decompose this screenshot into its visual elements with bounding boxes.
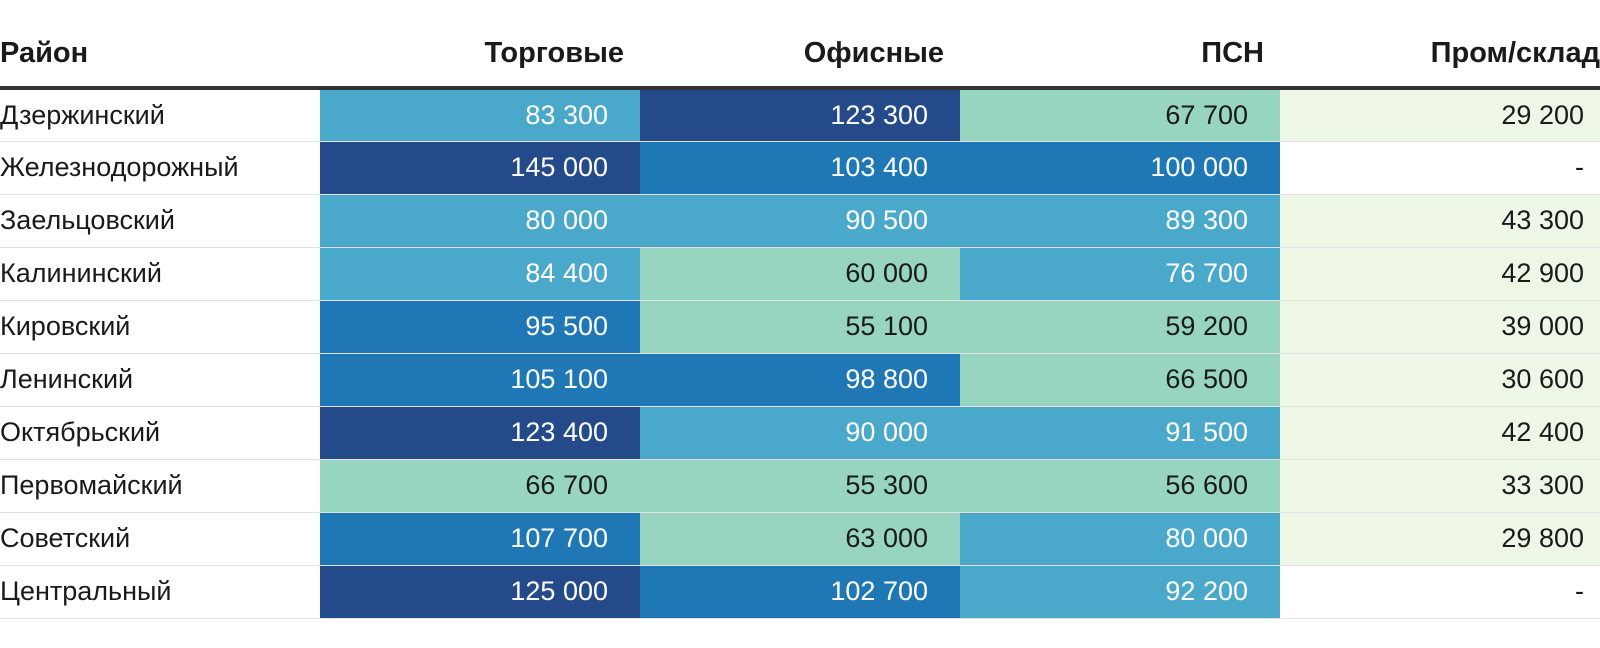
heat-cell: 29 800 <box>1280 512 1600 566</box>
heat-cell: 80 000 <box>960 512 1280 566</box>
heat-cell: 39 000 <box>1280 300 1600 354</box>
row-label: Дзержинский <box>0 88 320 142</box>
heat-cell: 95 500 <box>320 300 640 354</box>
heat-cell: 98 800 <box>640 353 960 407</box>
table-row: Заельцовский 80 000 90 500 89 300 43 300 <box>0 194 1600 248</box>
table-row: Калининский 84 400 60 000 76 700 42 900 <box>0 247 1600 301</box>
heat-cell: 30 600 <box>1280 353 1600 407</box>
heat-cell: 92 200 <box>960 565 1280 619</box>
row-label: Советский <box>0 512 320 566</box>
heat-cell: 107 700 <box>320 512 640 566</box>
table-row: Первомайский 66 700 55 300 56 600 33 300 <box>0 459 1600 513</box>
heat-cell: 90 000 <box>640 406 960 460</box>
heat-cell: 91 500 <box>960 406 1280 460</box>
heat-cell: 67 700 <box>960 88 1280 142</box>
heat-cell: 123 400 <box>320 406 640 460</box>
heat-cell: 33 300 <box>1280 459 1600 513</box>
heat-cell: 63 000 <box>640 512 960 566</box>
heat-cell: 100 000 <box>960 141 1280 195</box>
column-header-psn: ПСН <box>960 20 1280 90</box>
table-row: Центральный 125 000 102 700 92 200- <box>0 565 1600 619</box>
heat-cell: 123 300 <box>640 88 960 142</box>
heat-cell: 43 300 <box>1280 194 1600 248</box>
heat-cell: 90 500 <box>640 194 960 248</box>
table-row: Советский 107 700 63 000 80 000 29 800 <box>0 512 1600 566</box>
heat-cell: 59 200 <box>960 300 1280 354</box>
heat-cell: 56 600 <box>960 459 1280 513</box>
row-label: Кировский <box>0 300 320 354</box>
row-label: Ленинский <box>0 353 320 407</box>
table-row: Дзержинский 83 300 123 300 67 700 29 200 <box>0 88 1600 142</box>
table-row: Ленинский 105 100 98 800 66 500 30 600 <box>0 353 1600 407</box>
heat-cell: 83 300 <box>320 88 640 142</box>
row-label: Октябрьский <box>0 406 320 460</box>
heat-cell: 80 000 <box>320 194 640 248</box>
heat-cell: 76 700 <box>960 247 1280 301</box>
column-header-retail: Торговые <box>320 20 640 90</box>
heat-cell: 102 700 <box>640 565 960 619</box>
row-label: Калининский <box>0 247 320 301</box>
heat-cell: 105 100 <box>320 353 640 407</box>
table-row: Кировский 95 500 55 100 59 200 39 000 <box>0 300 1600 354</box>
heat-cell: 125 000 <box>320 565 640 619</box>
header-row: Район Торговые Офисные ПСН Пром/склад <box>0 20 1600 90</box>
column-header-industrial: Пром/склад <box>1280 20 1600 90</box>
heat-cell: 42 400 <box>1280 406 1600 460</box>
heat-cell: - <box>1280 565 1600 619</box>
heatmap-body: Дзержинский 83 300 123 300 67 700 29 200 Желе… <box>0 88 1600 619</box>
heat-cell: 66 700 <box>320 459 640 513</box>
heat-cell: 145 000 <box>320 141 640 195</box>
table-row: Октябрьский 123 400 90 000 91 500 42 400 <box>0 406 1600 460</box>
table-row: Железнодорожный 145 000 103 400 100 000- <box>0 141 1600 195</box>
column-header-office: Офисные <box>640 20 960 90</box>
column-header-district: Район <box>0 20 320 90</box>
heat-cell: 55 100 <box>640 300 960 354</box>
row-label: Заельцовский <box>0 194 320 248</box>
heat-cell: 84 400 <box>320 247 640 301</box>
row-label: Первомайский <box>0 459 320 513</box>
heat-cell: 29 200 <box>1280 88 1600 142</box>
row-label: Центральный <box>0 565 320 619</box>
heat-cell: 42 900 <box>1280 247 1600 301</box>
heat-cell: - <box>1280 141 1600 195</box>
heat-cell: 66 500 <box>960 353 1280 407</box>
heat-cell: 89 300 <box>960 194 1280 248</box>
row-label: Железнодорожный <box>0 141 320 195</box>
heatmap-table: Район Торговые Офисные ПСН Пром/склад Дз… <box>0 20 1600 619</box>
heat-cell: 103 400 <box>640 141 960 195</box>
heat-cell: 55 300 <box>640 459 960 513</box>
heat-cell: 60 000 <box>640 247 960 301</box>
